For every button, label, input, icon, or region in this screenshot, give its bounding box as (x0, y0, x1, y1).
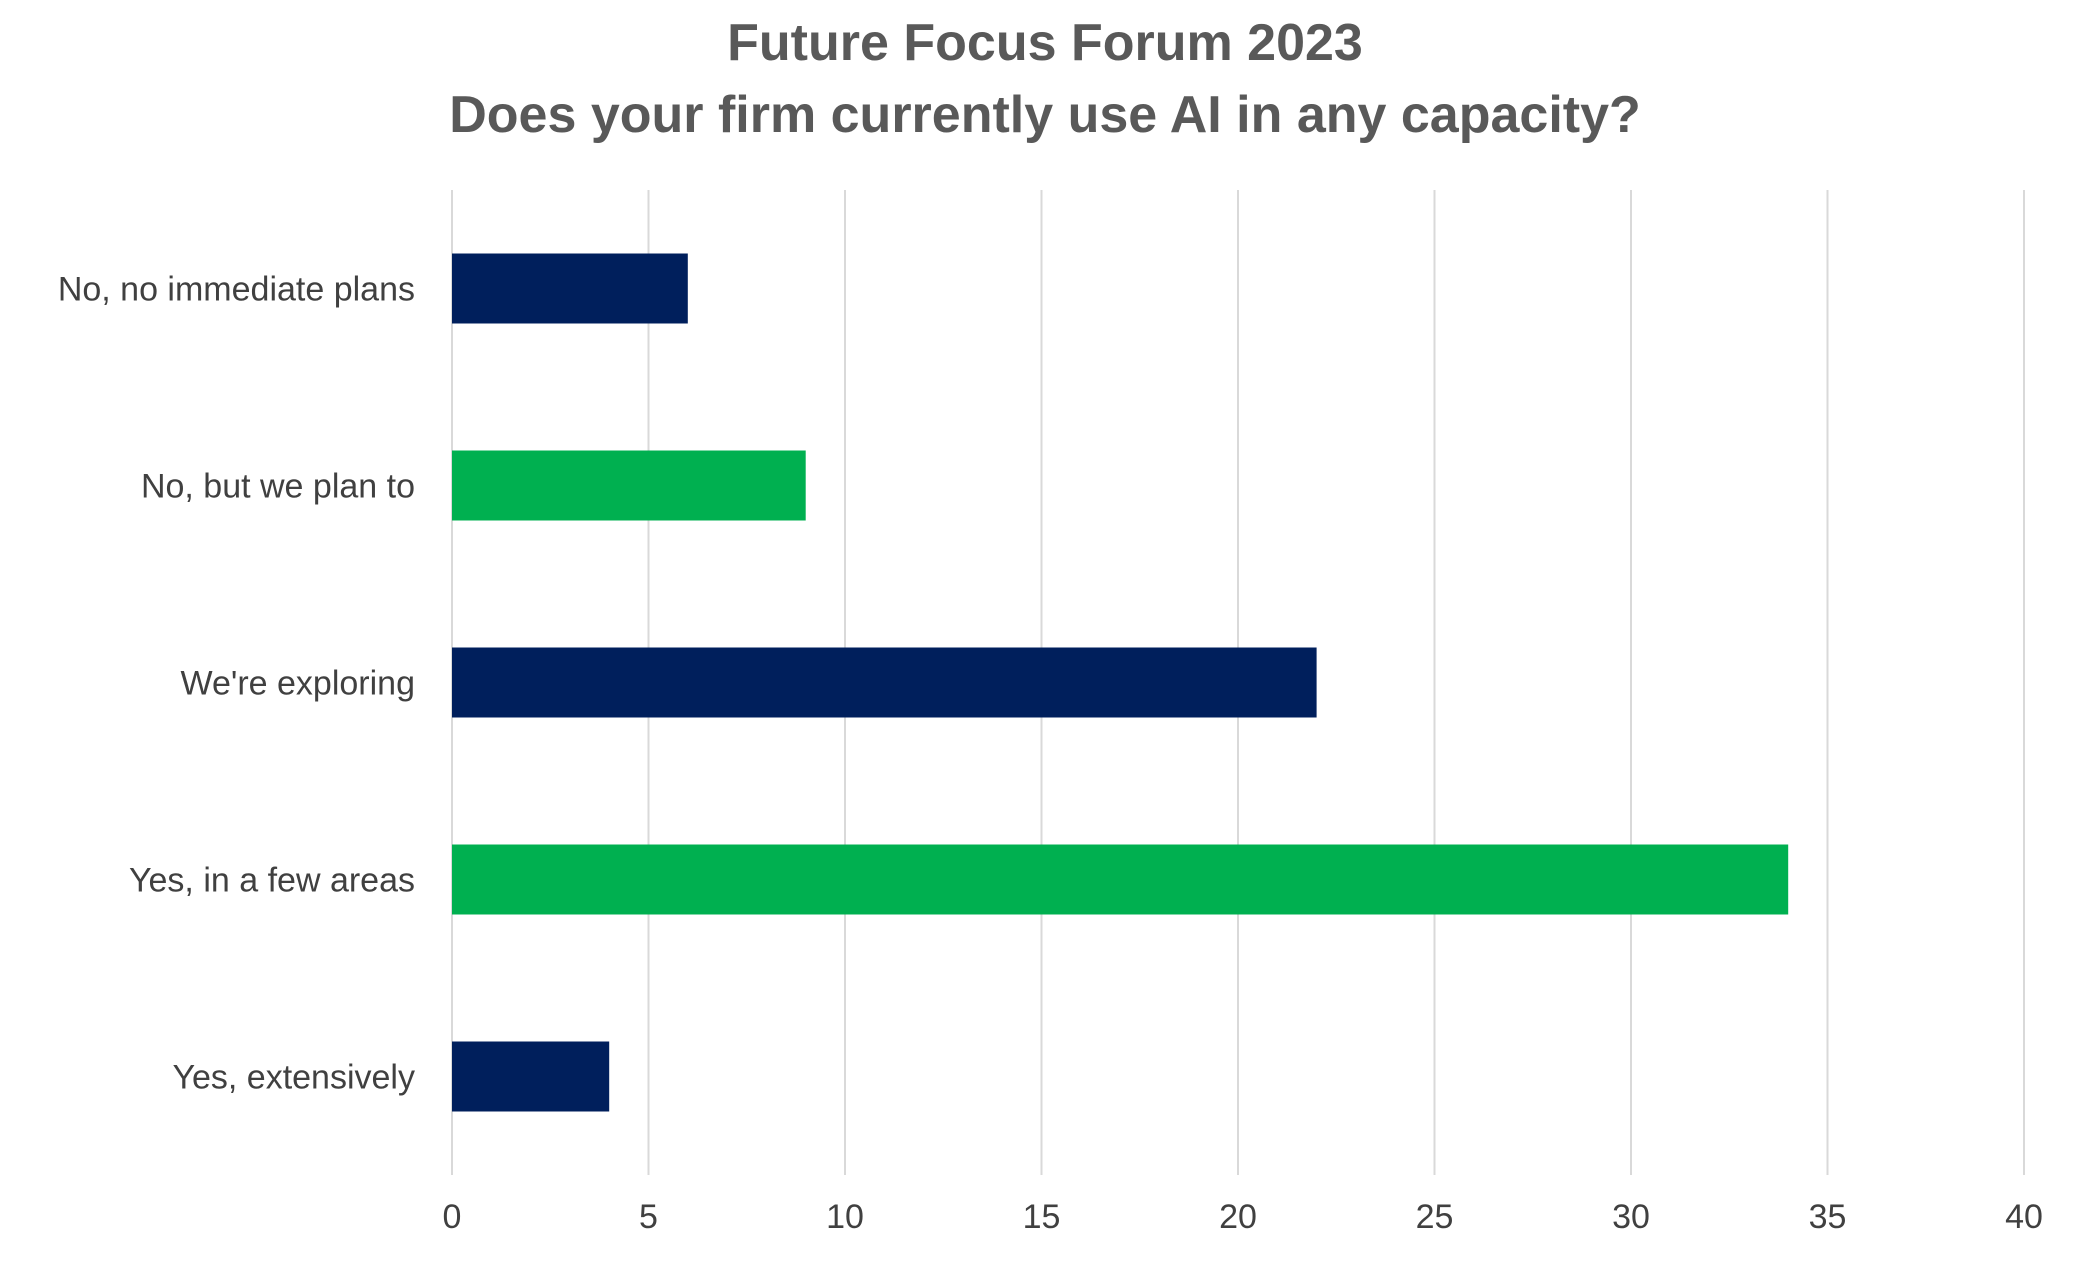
x-tick-label: 40 (2005, 1198, 2043, 1236)
x-tick-label: 30 (1612, 1198, 1650, 1236)
bars (452, 253, 1789, 1112)
x-tick-label: 10 (826, 1198, 864, 1236)
category-label: Yes, extensively (172, 1059, 415, 1097)
x-tick-label: 0 (443, 1198, 462, 1236)
bar (452, 647, 1317, 718)
x-tick-label: 20 (1219, 1198, 1257, 1236)
chart-subtitle: Does your firm currently use AI in any c… (449, 86, 1641, 144)
x-tick-label: 5 (639, 1198, 658, 1236)
bar (452, 253, 688, 324)
category-label: We're exploring (180, 665, 415, 703)
bar (452, 450, 806, 521)
x-tick-label: 25 (1416, 1198, 1454, 1236)
bar (452, 1041, 610, 1112)
category-label: No, no immediate plans (58, 271, 415, 309)
category-label: No, but we plan to (141, 468, 415, 506)
x-tick-label: 15 (1023, 1198, 1061, 1236)
category-label: Yes, in a few areas (129, 862, 415, 900)
bar (452, 844, 1789, 915)
category-labels: No, no immediate plans No, but we plan to… (58, 271, 415, 1097)
x-axis-ticks: 0 5 10 15 20 25 30 35 40 (443, 1198, 2043, 1236)
x-tick-label: 35 (1809, 1198, 1847, 1236)
chart-title: Future Focus Forum 2023 (727, 14, 1363, 72)
